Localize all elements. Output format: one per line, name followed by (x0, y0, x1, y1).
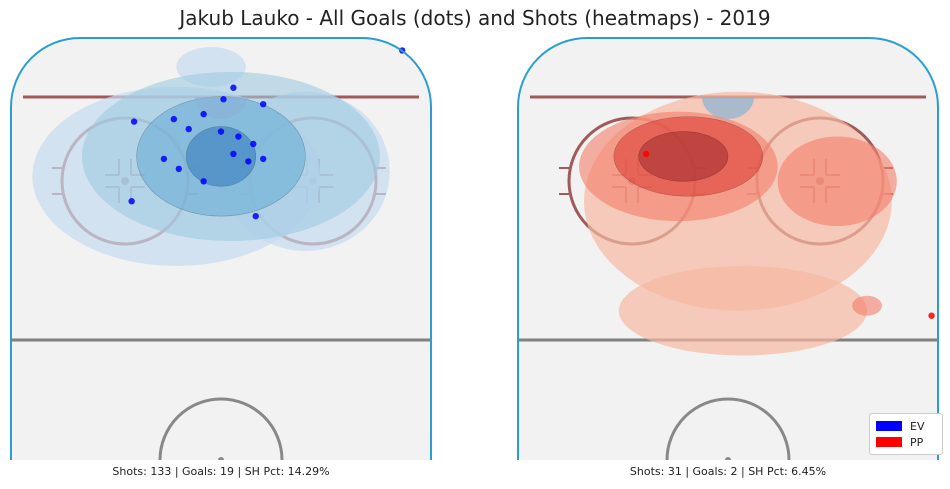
goal-dot (260, 155, 267, 163)
legend-label-ev: EV (910, 419, 925, 433)
goal-dot (252, 212, 259, 220)
legend-swatch-ev (876, 421, 902, 431)
goal-dot (175, 165, 182, 173)
goal-dot (130, 118, 138, 125)
goals-layer (128, 47, 406, 220)
goal-dot (230, 84, 237, 91)
goal-dot (217, 128, 225, 135)
density-layer (32, 46, 390, 266)
center-circle (158, 397, 284, 460)
center-dot (725, 457, 731, 460)
goal-dot (230, 150, 237, 158)
goal-dot (200, 178, 207, 185)
goal-dot (220, 96, 227, 103)
rink-ev (10, 37, 432, 460)
goal-dot (928, 312, 935, 319)
legend-label-pp: PP (910, 435, 924, 449)
goal-dot (235, 133, 242, 140)
density-contour-level-1 (618, 265, 868, 356)
rink-boards (10, 37, 432, 460)
goal-crease (195, 97, 247, 119)
goal-dot (185, 125, 192, 133)
density-contour-level-4 (185, 126, 257, 187)
rink-pp (517, 37, 939, 460)
density-contour-level-2 (852, 295, 882, 316)
legend: EV PP (869, 413, 943, 455)
density-contour-level-2 (777, 136, 897, 227)
center-circle (665, 397, 791, 460)
density-layer (579, 91, 897, 356)
goal-dot (170, 115, 178, 123)
legend-swatch-pp (876, 437, 902, 447)
goal-dot (260, 100, 267, 108)
goal-crease (702, 97, 754, 119)
goal-dot (160, 155, 168, 163)
caption-ev: Shots: 133 | Goals: 19 | SH Pct: 14.29% (112, 465, 330, 478)
goals-layer (642, 150, 935, 319)
density-contour-level-4 (638, 131, 729, 182)
caption-pp: Shots: 31 | Goals: 2 | SH Pct: 6.45% (629, 465, 827, 478)
center-dot (218, 457, 224, 460)
rink-boards (517, 37, 939, 460)
chart-title: Jakub Lauko - All Goals (dots) and Shots… (179, 6, 771, 30)
goal-dot (245, 158, 252, 165)
goal-dot (200, 110, 207, 118)
goal-dot (250, 140, 257, 148)
legend-item-pp: PP (876, 435, 923, 449)
goal-dot (128, 198, 135, 205)
goal-dot (642, 150, 650, 158)
legend-item-ev: EV (876, 419, 924, 433)
